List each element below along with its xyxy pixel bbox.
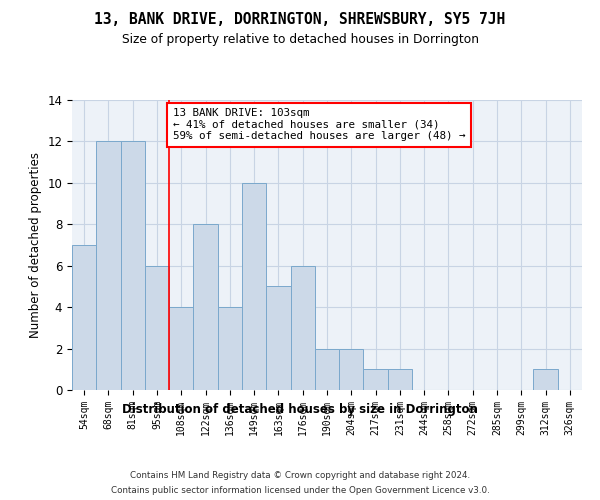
Bar	[315, 348, 339, 390]
Bar	[193, 224, 218, 390]
Bar	[242, 183, 266, 390]
Bar	[96, 142, 121, 390]
Text: 13, BANK DRIVE, DORRINGTON, SHREWSBURY, SY5 7JH: 13, BANK DRIVE, DORRINGTON, SHREWSBURY, …	[94, 12, 506, 28]
Bar	[388, 370, 412, 390]
Bar	[121, 142, 145, 390]
Bar	[218, 307, 242, 390]
Bar	[169, 307, 193, 390]
Bar	[339, 348, 364, 390]
Bar	[290, 266, 315, 390]
Text: Contains HM Land Registry data © Crown copyright and database right 2024.: Contains HM Land Registry data © Crown c…	[130, 471, 470, 480]
Y-axis label: Number of detached properties: Number of detached properties	[29, 152, 42, 338]
Bar	[72, 245, 96, 390]
Text: Distribution of detached houses by size in Dorrington: Distribution of detached houses by size …	[122, 402, 478, 415]
Bar	[145, 266, 169, 390]
Text: Size of property relative to detached houses in Dorrington: Size of property relative to detached ho…	[121, 32, 479, 46]
Bar	[533, 370, 558, 390]
Bar	[364, 370, 388, 390]
Text: 13 BANK DRIVE: 103sqm
← 41% of detached houses are smaller (34)
59% of semi-deta: 13 BANK DRIVE: 103sqm ← 41% of detached …	[173, 108, 465, 142]
Text: Contains public sector information licensed under the Open Government Licence v3: Contains public sector information licen…	[110, 486, 490, 495]
Bar	[266, 286, 290, 390]
